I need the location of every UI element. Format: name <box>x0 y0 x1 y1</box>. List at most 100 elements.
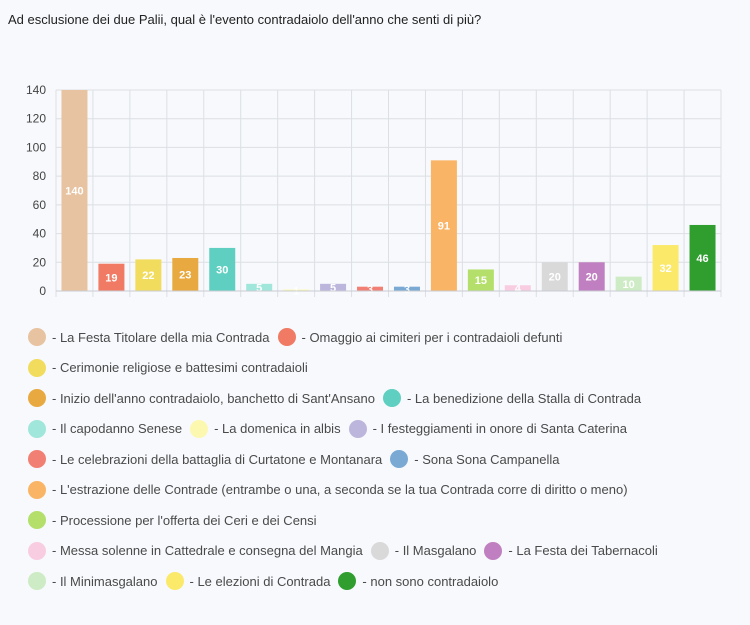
legend-item[interactable]: - Inizio dell'anno contradaiolo, banchet… <box>28 389 375 408</box>
legend-row: - Il Minimasgalano - Le elezioni di Contr… <box>28 566 743 597</box>
bar <box>283 289 310 291</box>
legend-label: - Il Masgalano <box>394 543 477 559</box>
legend-swatch <box>338 572 357 591</box>
legend-row: - L'estrazione delle Contrade (entrambe … <box>28 475 743 506</box>
legend-label: - non sono contradaiolo <box>362 573 499 589</box>
legend-swatch <box>28 389 46 408</box>
legend-label: - Inizio dell'anno contradaiolo, banchet… <box>52 390 375 406</box>
legend-swatch <box>28 358 46 377</box>
legend-label: - Il capodanno Senese <box>52 421 183 437</box>
bar <box>209 247 236 291</box>
legend-label: - La Festa Titolare della mia Contrada <box>52 329 270 345</box>
legend-row: - Processione per l'offerta dei Ceri e d… <box>28 505 743 536</box>
legend-item[interactable]: - Le celebrazioni della battaglia di Cur… <box>28 450 383 469</box>
legend-label: - Le celebrazioni della battaglia di Cur… <box>52 451 383 467</box>
bar-value-label: 140 <box>65 186 83 198</box>
legend-row: - Messa solenne in Cattedrale e consegna… <box>28 536 743 567</box>
legend-label: - La domenica in albis <box>214 421 341 437</box>
legend-swatch <box>165 572 184 591</box>
legend-swatch <box>28 328 46 347</box>
legend-label: - L'estrazione delle Contrade (entrambe … <box>52 482 628 498</box>
legend-item[interactable]: - Il Masgalano <box>370 541 477 560</box>
bar <box>652 245 679 291</box>
legend-swatch <box>370 541 389 560</box>
bar <box>135 259 162 291</box>
legend-item[interactable]: - I festeggiamenti in onore di Santa Cat… <box>348 419 627 438</box>
legend-row: - La Festa Titolare della mia Contrada - … <box>28 322 743 353</box>
legend-item[interactable]: - Sona Sona Campanella <box>390 450 560 469</box>
y-tick-label: 0 <box>39 284 46 298</box>
legend-swatch <box>484 541 503 560</box>
bar-value-label: 91 <box>438 221 450 233</box>
legend-label: - Sona Sona Campanella <box>414 451 560 467</box>
legend-row: - Le celebrazioni della battaglia di Cur… <box>28 444 743 475</box>
bar <box>430 160 457 291</box>
bar-value-label: 15 <box>475 275 487 287</box>
legend-label: - La benedizione della Stalla di Contrad… <box>406 390 642 406</box>
bar-value-label: 20 <box>586 272 598 284</box>
legend-item[interactable]: - Omaggio ai cimiteri per i contradaioli… <box>277 328 563 347</box>
survey-question: Ad esclusione dei due Palii, qual è l'ev… <box>8 12 482 27</box>
chart-legend: - La Festa Titolare della mia Contrada - … <box>28 322 743 597</box>
bar-value-label: 46 <box>696 253 708 265</box>
y-tick-label: 20 <box>33 255 47 269</box>
y-tick-label: 40 <box>33 227 47 241</box>
bar <box>98 263 125 291</box>
bar-chart: 0204060801001201401401922233051533911542… <box>26 83 722 298</box>
legend-label: - Processione per l'offerta dei Ceri e d… <box>52 512 317 528</box>
legend-item[interactable]: - Il Minimasgalano <box>28 572 158 591</box>
legend-label: - I festeggiamenti in onore di Santa Cat… <box>372 421 627 437</box>
bar-value-label: 20 <box>549 272 561 284</box>
legend-label: - Il Minimasgalano <box>52 573 158 589</box>
legend-swatch <box>28 419 46 438</box>
legend-swatch <box>390 450 409 469</box>
legend-item[interactable]: - Il capodanno Senese <box>28 419 183 438</box>
legend-item[interactable]: - La Festa dei Tabernacoli <box>484 541 658 560</box>
bar <box>320 283 347 291</box>
legend-item[interactable]: - La domenica in albis <box>190 419 341 438</box>
bar <box>172 257 199 291</box>
bar <box>578 262 605 291</box>
legend-swatch <box>28 450 46 469</box>
y-tick-label: 60 <box>33 198 47 212</box>
legend-row: - Cerimonie religiose e battesimi contra… <box>28 353 743 384</box>
bar <box>689 224 716 291</box>
bar <box>246 283 273 291</box>
bar <box>541 262 568 291</box>
legend-swatch <box>348 419 367 438</box>
legend-label: - Le elezioni di Contrada <box>189 573 331 589</box>
legend-label: - Omaggio ai cimiteri per i contradaioli… <box>301 329 563 345</box>
bar-value-label: 22 <box>142 270 154 282</box>
legend-row: - Il capodanno Senese - La domenica in al… <box>28 414 743 445</box>
legend-item[interactable]: - La benedizione della Stalla di Contrad… <box>382 389 642 408</box>
legend-label: - Cerimonie religiose e battesimi contra… <box>52 360 308 376</box>
y-tick-label: 140 <box>26 83 46 97</box>
legend-swatch <box>28 511 46 530</box>
legend-item[interactable]: - Messa solenne in Cattedrale e consegna… <box>28 541 363 560</box>
bar-value-label: 19 <box>105 272 117 284</box>
bar-value-label: 23 <box>179 269 191 281</box>
bar <box>504 285 531 291</box>
legend-item[interactable]: - La Festa Titolare della mia Contrada <box>28 328 270 347</box>
bar-value-label: 10 <box>623 279 635 291</box>
bar <box>615 276 642 291</box>
legend-swatch <box>382 389 401 408</box>
bar-value-label: 4 <box>515 283 522 295</box>
bar-value-label: 5 <box>256 282 262 294</box>
bar-value-label: 5 <box>330 282 336 294</box>
bar-value-label: 3 <box>367 284 373 296</box>
bar <box>61 90 88 291</box>
legend-row: - Inizio dell'anno contradaiolo, banchet… <box>28 383 743 414</box>
legend-item[interactable]: - L'estrazione delle Contrade (entrambe … <box>28 480 628 499</box>
y-tick-label: 100 <box>26 140 46 154</box>
legend-item[interactable]: - Le elezioni di Contrada <box>165 572 331 591</box>
legend-item[interactable]: - non sono contradaiolo <box>338 572 499 591</box>
legend-item[interactable]: - Processione per l'offerta dei Ceri e d… <box>28 511 317 530</box>
bar-value-label: 32 <box>659 263 671 275</box>
legend-swatch <box>277 328 296 347</box>
bar-value-label: 3 <box>404 284 410 296</box>
bar-value-label: 30 <box>216 264 228 276</box>
legend-swatch <box>28 541 46 560</box>
legend-item[interactable]: - Cerimonie religiose e battesimi contra… <box>28 358 308 377</box>
legend-swatch <box>28 572 46 591</box>
